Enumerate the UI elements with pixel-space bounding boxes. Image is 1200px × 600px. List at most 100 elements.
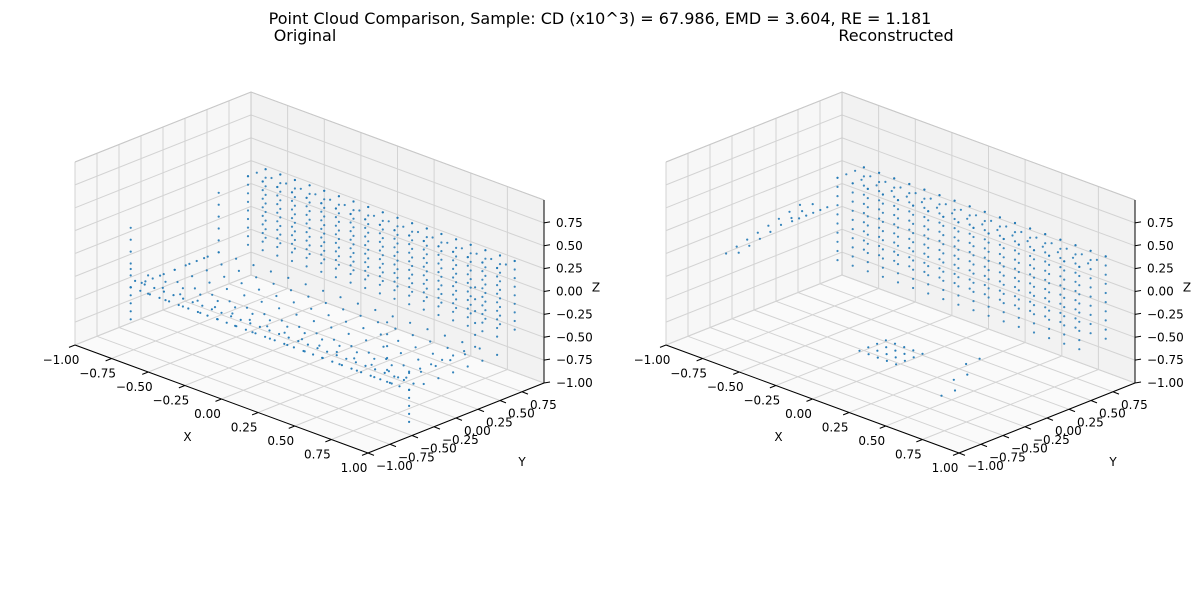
point: [399, 352, 402, 355]
point: [386, 368, 389, 371]
point: [411, 334, 414, 337]
point: [398, 385, 401, 388]
point: [245, 306, 249, 309]
point: [1013, 249, 1017, 252]
point: [1078, 329, 1081, 332]
point: [324, 301, 327, 305]
point: [237, 269, 240, 272]
point: [378, 249, 381, 252]
point: [779, 223, 783, 226]
point: [273, 339, 276, 342]
point: [191, 275, 194, 278]
point: [484, 257, 487, 260]
point: [396, 216, 399, 219]
point: [903, 352, 906, 355]
point: [851, 218, 854, 221]
point: [372, 214, 376, 217]
y-tick: [499, 400, 507, 404]
point: [143, 283, 146, 286]
point: [440, 301, 443, 304]
point: [1013, 221, 1017, 225]
x-tick: [288, 425, 295, 429]
point: [998, 243, 1001, 246]
point: [942, 288, 945, 292]
point: [912, 286, 915, 290]
point: [942, 298, 945, 301]
point: [285, 182, 288, 185]
point: [342, 308, 345, 311]
point: [280, 319, 283, 322]
point: [264, 202, 267, 205]
point: [972, 281, 975, 284]
point: [1048, 272, 1051, 276]
point: [1059, 256, 1062, 260]
point: [788, 210, 791, 213]
point: [193, 287, 196, 290]
point: [866, 187, 869, 190]
point: [1013, 276, 1017, 279]
point: [367, 248, 370, 251]
point: [1089, 332, 1092, 335]
point: [1059, 320, 1062, 324]
x-tick: [251, 412, 259, 416]
point: [746, 238, 749, 241]
point: [1026, 240, 1029, 243]
tick-labels: −1.00−0.75−0.50−0.250.000.250.500.751.00…: [43, 216, 600, 475]
point: [213, 306, 217, 309]
point: [484, 309, 487, 312]
point: [425, 236, 428, 239]
point: [1048, 282, 1051, 285]
point: [987, 259, 990, 262]
point: [914, 192, 917, 195]
point: [1063, 278, 1066, 281]
point: [1029, 245, 1032, 248]
x-tick: [68, 344, 76, 348]
point: [1065, 247, 1068, 250]
point: [851, 182, 854, 185]
point: [378, 292, 381, 295]
point: [376, 321, 380, 324]
point: [381, 279, 384, 283]
point: [927, 228, 930, 231]
point: [158, 296, 161, 299]
point: [196, 310, 199, 314]
point: [942, 261, 945, 264]
point: [417, 358, 420, 361]
point: [862, 175, 865, 178]
point: [373, 376, 376, 379]
x-tick: [325, 439, 332, 443]
point: [968, 278, 971, 281]
point: [481, 330, 484, 333]
point: [431, 352, 434, 355]
point: [867, 346, 870, 349]
point: [268, 329, 271, 332]
point: [1063, 296, 1066, 299]
point: [987, 296, 990, 299]
y-tick: [389, 443, 397, 448]
point: [896, 281, 900, 284]
point: [446, 346, 449, 349]
point: [1017, 252, 1020, 255]
point: [1002, 311, 1005, 314]
point: [217, 191, 220, 194]
point: [318, 344, 321, 347]
point: [474, 298, 477, 301]
point: [235, 325, 238, 328]
point: [293, 187, 296, 190]
point: [474, 333, 477, 336]
point: [440, 250, 443, 253]
point: [266, 325, 269, 328]
point: [295, 313, 298, 316]
point: [308, 210, 311, 213]
point: [293, 238, 296, 242]
point: [920, 201, 923, 204]
point: [378, 232, 381, 235]
point: [279, 199, 282, 202]
gridline: [184, 118, 479, 410]
point: [1002, 292, 1005, 295]
point: [383, 371, 386, 374]
point: [899, 186, 902, 189]
point: [1013, 240, 1017, 243]
point: [364, 364, 367, 367]
point: [411, 230, 414, 233]
